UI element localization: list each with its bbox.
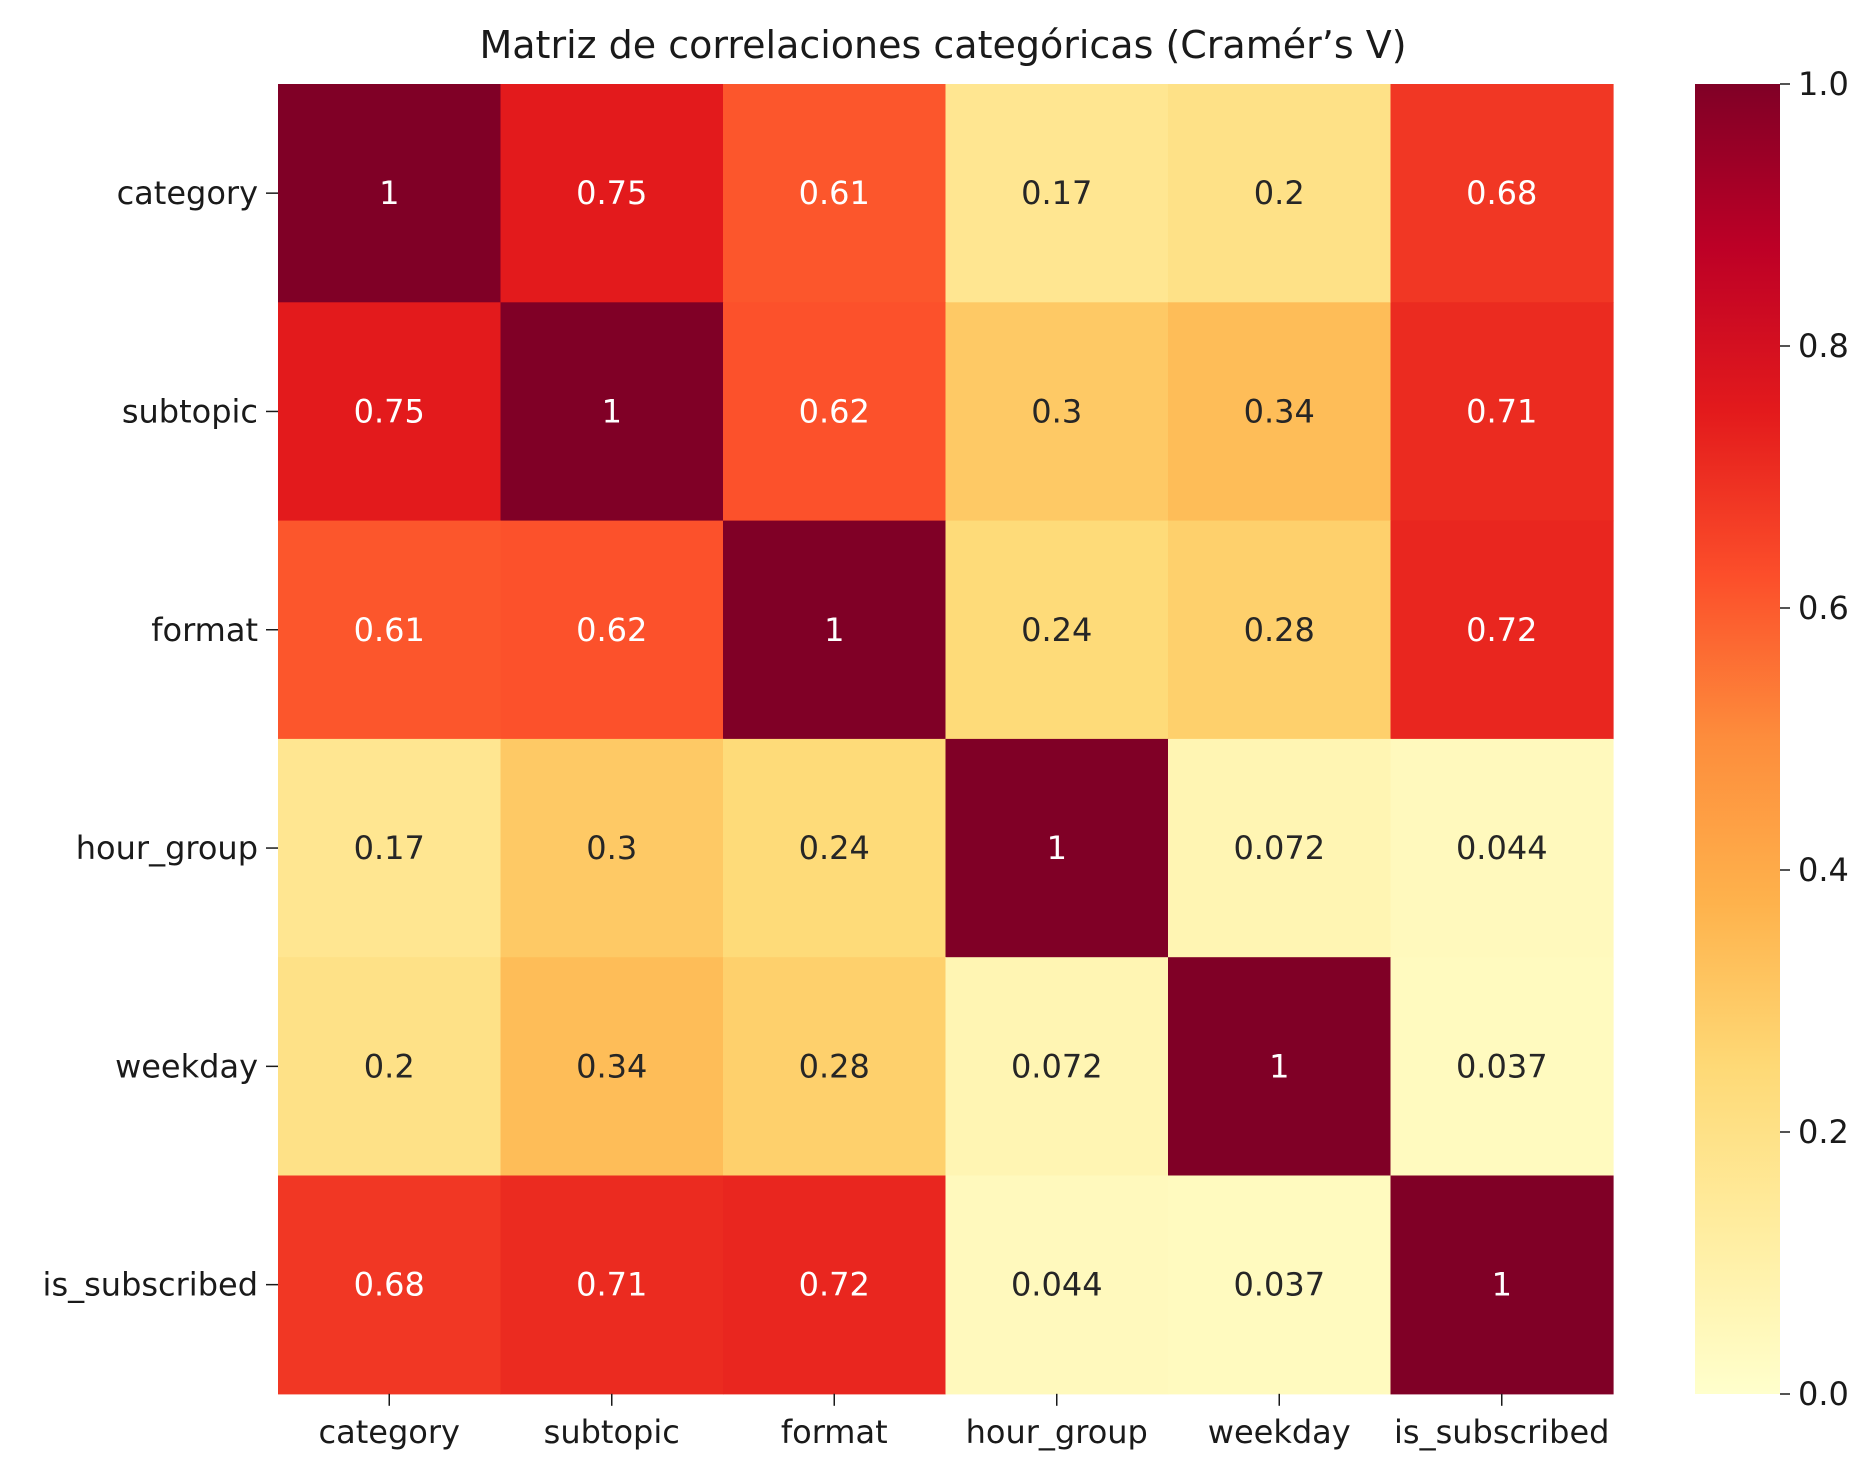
x-tick-label: weekday <box>1208 1413 1351 1451</box>
cell-value-label: 0.34 <box>576 1047 647 1085</box>
heatmap-cell-hour-group-hour-group <box>945 738 1169 958</box>
heatmap-cell-format-subtopic <box>500 520 724 740</box>
cell-value-label: 0.037 <box>1456 1047 1548 1085</box>
heatmap-cell-subtopic-category <box>278 302 502 522</box>
heatmap-cell-category-category <box>278 84 502 303</box>
heatmap-cell-weekday-weekday <box>1168 957 1392 1177</box>
cell-value-label: 0.68 <box>354 1266 425 1304</box>
cell-value-label: 0.61 <box>354 611 425 649</box>
x-axis: category subtopic format hour_group weekday i… <box>319 1393 1609 1451</box>
heatmap-cell-hour-group-format <box>723 738 947 958</box>
heatmap-cell-format-weekday <box>1168 520 1392 740</box>
cell-value-label: 0.17 <box>354 829 425 867</box>
heatmap-cell-hour-group-category <box>278 738 502 958</box>
heatmap-cell-category-hour-group <box>945 84 1169 303</box>
cell-value-label: 0.34 <box>1244 392 1315 430</box>
cell-value-label: 1 <box>824 611 844 649</box>
heatmap-cell-weekday-category <box>278 957 502 1177</box>
cell-value-label: 1 <box>379 174 399 212</box>
heatmap-cell-format-is-subscribed <box>1390 520 1614 740</box>
colorbar: 0.0 0.2 0.4 0.6 0.8 1.0 <box>1695 65 1849 1413</box>
heatmap-cell-is-subscribed-is-subscribed <box>1390 1175 1614 1395</box>
heatmap-cell-weekday-is-subscribed <box>1390 957 1614 1177</box>
heatmap-cell-category-weekday <box>1168 84 1392 303</box>
colorbar-tick-label: 0.0 <box>1798 1375 1849 1413</box>
y-tick-label: hour_group <box>76 829 258 867</box>
heatmap-cell-is-subscribed-hour-group <box>945 1175 1169 1395</box>
cell-value-label: 0.044 <box>1456 829 1548 867</box>
cell-value-label: 0.24 <box>799 829 870 867</box>
cell-value-label: 0.72 <box>1466 611 1537 649</box>
heatmap-cell-is-subscribed-weekday <box>1168 1175 1392 1395</box>
cell-value-label: 0.3 <box>586 829 637 867</box>
x-tick-label: hour_group <box>966 1413 1148 1451</box>
colorbar-tick-label: 0.6 <box>1798 589 1849 627</box>
cell-value-label: 1 <box>1269 1047 1289 1085</box>
cell-value-label: 0.3 <box>1031 392 1082 430</box>
heatmap-cell-hour-group-is-subscribed <box>1390 738 1614 958</box>
colorbar-tick-label: 0.4 <box>1798 851 1849 889</box>
heatmap-cell-is-subscribed-subtopic <box>500 1175 724 1395</box>
chart-title: Matriz de correlaciones categóricas (Cra… <box>479 23 1406 67</box>
y-tick-label: weekday <box>115 1047 258 1085</box>
heatmap-cell-hour-group-weekday <box>1168 738 1392 958</box>
cell-value-label: 0.072 <box>1233 829 1325 867</box>
cell-value-label: 0.2 <box>1254 174 1305 212</box>
heatmap-cell-subtopic-format <box>723 302 947 522</box>
cell-value-label: 0.71 <box>576 1266 647 1304</box>
heatmap-cell-is-subscribed-format <box>723 1175 947 1395</box>
cell-value-label: 0.68 <box>1466 174 1537 212</box>
heatmap-cell-weekday-hour-group <box>945 957 1169 1177</box>
heatmap-cell-subtopic-weekday <box>1168 302 1392 522</box>
cell-value-label: 0.2 <box>364 1047 415 1085</box>
colorbar-tick-label: 1.0 <box>1798 65 1849 103</box>
cell-value-label: 1 <box>1047 829 1067 867</box>
heatmap-cell-category-subtopic <box>500 84 724 303</box>
colorbar-tick-label: 0.2 <box>1798 1113 1849 1151</box>
cell-value-label: 0.17 <box>1021 174 1092 212</box>
heatmap-cell-subtopic-subtopic <box>500 302 724 522</box>
cell-annotations: 1 0.75 0.61 0.17 0.2 0.68 0.75 1 0.62 0.3 0.34 0.71… <box>354 174 1548 1304</box>
cell-value-label: 0.28 <box>1244 611 1315 649</box>
heatmap-cells <box>278 84 1614 1395</box>
heatmap-cell-format-hour-group <box>945 520 1169 740</box>
colorbar-tick-label: 0.8 <box>1798 327 1849 365</box>
cell-value-label: 0.62 <box>576 611 647 649</box>
heatmap-cell-weekday-subtopic <box>500 957 724 1177</box>
cell-value-label: 0.072 <box>1011 1047 1103 1085</box>
heatmap-cell-subtopic-is-subscribed <box>1390 302 1614 522</box>
heatmap-cell-subtopic-hour-group <box>945 302 1169 522</box>
x-tick-label: is_subscribed <box>1394 1413 1609 1451</box>
cell-value-label: 1 <box>1492 1266 1512 1304</box>
heatmap-cell-category-is-subscribed <box>1390 84 1614 303</box>
cell-value-label: 0.037 <box>1233 1266 1325 1304</box>
cell-value-label: 1 <box>602 392 622 430</box>
heatmap-cell-weekday-format <box>723 957 947 1177</box>
cell-value-label: 0.62 <box>799 392 870 430</box>
heatmap-cell-hour-group-subtopic <box>500 738 724 958</box>
y-tick-label: subtopic <box>122 392 258 430</box>
cell-value-label: 0.71 <box>1466 392 1537 430</box>
x-tick-label: category <box>319 1413 460 1451</box>
x-tick-label: subtopic <box>544 1413 680 1451</box>
cell-value-label: 0.75 <box>576 174 647 212</box>
heatmap-cell-format-format <box>723 520 947 740</box>
x-tick-label: format <box>781 1413 888 1451</box>
heatmap-cell-is-subscribed-category <box>278 1175 502 1395</box>
cell-value-label: 0.72 <box>799 1266 870 1304</box>
heatmap-cell-category-format <box>723 84 947 303</box>
y-tick-label: format <box>151 611 258 649</box>
cell-value-label: 0.75 <box>354 392 425 430</box>
cell-value-label: 0.28 <box>799 1047 870 1085</box>
heatmap-cell-format-category <box>278 520 502 740</box>
cell-value-label: 0.61 <box>799 174 870 212</box>
y-tick-label: category <box>117 174 258 212</box>
y-tick-label: is_subscribed <box>43 1266 258 1304</box>
cell-value-label: 0.24 <box>1021 611 1092 649</box>
colorbar-gradient <box>1695 84 1780 1394</box>
cell-value-label: 0.044 <box>1011 1266 1103 1304</box>
